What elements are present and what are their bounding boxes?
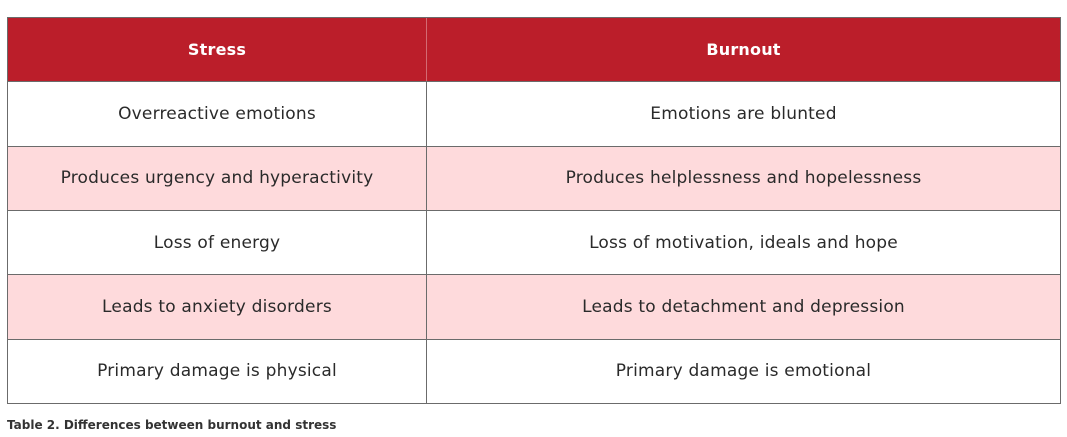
burnout-cell: Leads to detachment and depression <box>582 296 905 317</box>
table-row: Loss of energy Loss of motivation, ideal… <box>8 210 1060 276</box>
burnout-cell: Produces helplessness and hopelessness <box>565 168 922 189</box>
table-row: Produces urgency and hyperactivity Produ… <box>8 146 1060 211</box>
burnout-cell: Emotions are blunted <box>650 103 837 124</box>
stress-cell: Overreactive emotions <box>8 82 427 146</box>
table-row: Leads to anxiety disorders Leads to deta… <box>8 275 1060 340</box>
stress-cell: Loss of energy <box>8 210 427 275</box>
comparison-table: Stress Burnout Overreactive emotions Emo… <box>7 17 1061 404</box>
stress-cell: Produces urgency and hyperactivity <box>8 146 427 210</box>
burnout-cell: Loss of motivation, ideals and hope <box>589 232 898 253</box>
table-caption: Table 2. Differences between burnout and… <box>7 418 337 432</box>
table-row: Overreactive emotions Emotions are blunt… <box>8 82 1060 147</box>
header-stress: Stress <box>8 18 427 82</box>
header-burnout: Burnout <box>706 40 781 60</box>
stress-cell: Primary damage is physical <box>8 339 427 403</box>
stress-cell: Leads to anxiety disorders <box>8 275 427 339</box>
table-header-row: Stress Burnout <box>8 18 1060 83</box>
table-row: Primary damage is physical Primary damag… <box>8 339 1060 403</box>
burnout-cell: Primary damage is emotional <box>615 361 872 382</box>
